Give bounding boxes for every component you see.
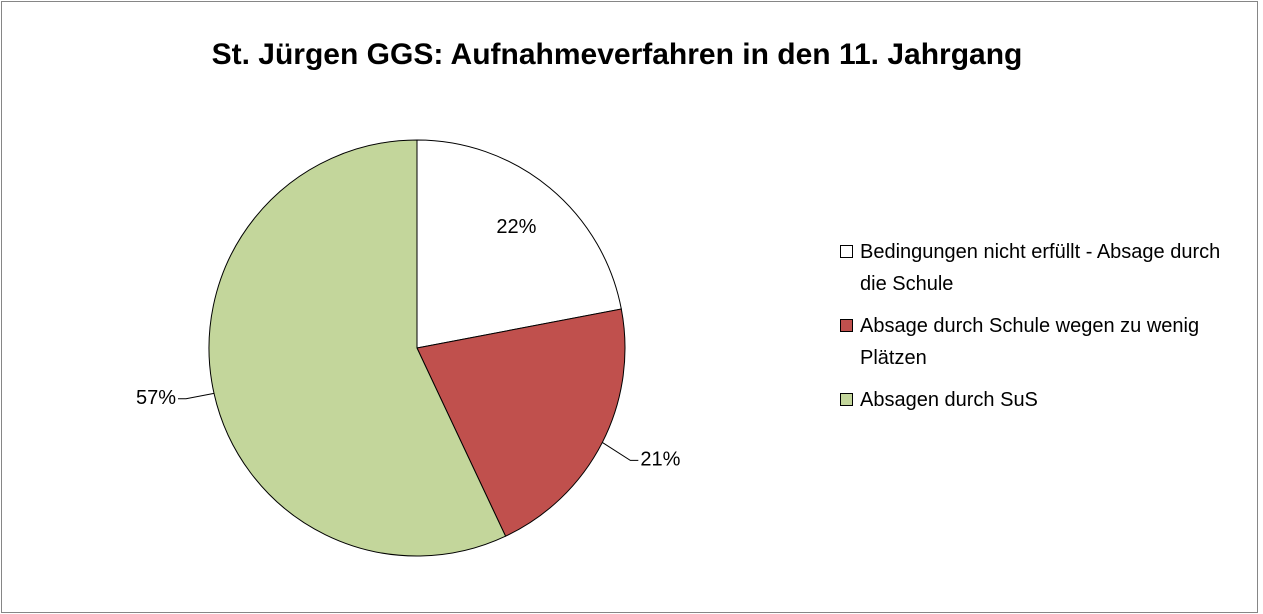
leader-line [178, 392, 215, 400]
legend-label: Absage durch Schule wegen zu wenig Plätz… [860, 315, 1200, 369]
legend-item: Absage durch Schule wegen zu wenig Plätz… [838, 310, 1248, 374]
data-label: 22% [496, 216, 536, 238]
legend: Bedingungen nicht erfüllt - Absage durch… [838, 236, 1248, 426]
data-label: 21% [640, 449, 680, 471]
data-label: 57% [136, 387, 176, 409]
legend-swatch [840, 319, 853, 332]
pie-slice [416, 139, 622, 349]
legend-label: Absagen durch SuS [860, 389, 1038, 411]
pie-slice [416, 308, 626, 537]
legend-label: Bedingungen nicht erfüllt - Absage durch… [860, 241, 1221, 295]
legend-item: Bedingungen nicht erfüllt - Absage durch… [838, 236, 1248, 300]
legend-item: Absagen durch SuS [838, 384, 1248, 416]
legend-swatch [840, 245, 853, 258]
leader-line [602, 442, 639, 461]
legend-swatch [840, 393, 853, 406]
chart-title: St. Jürgen GGS: Aufnahmeverfahren in den… [212, 38, 1023, 71]
